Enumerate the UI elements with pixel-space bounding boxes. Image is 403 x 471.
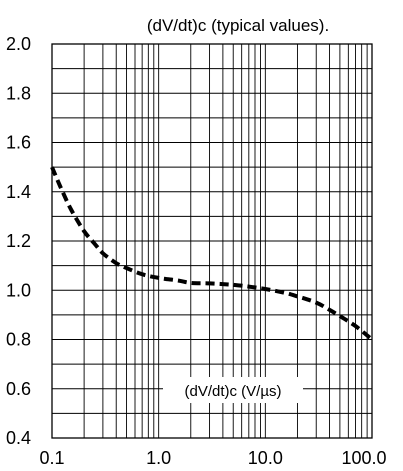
x-tick-label: 1.0 [146, 448, 171, 468]
x-tick-labels: 0.1 1.0 10.0 100.0 [39, 448, 386, 468]
chart-title: (dV/dt)c (typical values). [147, 16, 329, 35]
y-tick-label: 1.4 [6, 182, 31, 202]
y-tick-label: 0.8 [6, 330, 31, 350]
y-tick-label: 0.4 [6, 428, 31, 448]
y-tick-label: 2.0 [6, 34, 31, 54]
x-tick-label: 100.0 [341, 448, 386, 468]
series-line [50, 166, 374, 342]
y-tick-labels: 0.4 0.6 0.8 1.0 1.2 1.4 1.6 1.8 2.0 [6, 34, 31, 448]
x-tick-label: 10.0 [248, 448, 283, 468]
y-tick-label: 1.0 [6, 280, 31, 300]
y-tick-label: 1.6 [6, 133, 31, 153]
x-axis-label-background [163, 377, 303, 403]
grid [52, 44, 372, 438]
plot-frame [51, 43, 373, 439]
y-tick-label: 1.8 [6, 83, 31, 103]
x-tick-label: 0.1 [39, 448, 64, 468]
y-tick-label: 1.2 [6, 231, 31, 251]
x-axis-label: (dV/dt)c (V/µs) [185, 383, 282, 400]
y-tick-label: 0.6 [6, 379, 31, 399]
